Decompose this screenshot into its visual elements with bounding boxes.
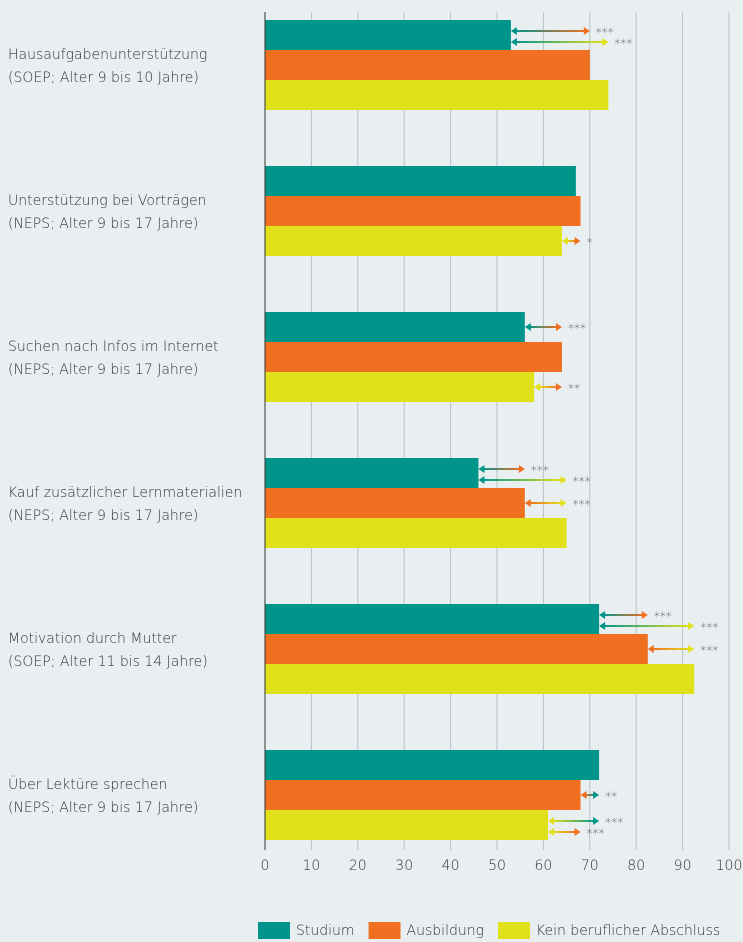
significance-label: *** — [568, 322, 586, 336]
category-note: (NEPS; Alter 9 bis 17 Jahre) — [8, 508, 198, 524]
significance-label: *** — [700, 644, 718, 658]
category-label: Suchen nach Infos im Internet — [8, 339, 219, 355]
significance-label: *** — [587, 827, 605, 841]
legend-label: Kein beruflicher Abschluss — [536, 923, 720, 939]
significance-label: ** — [605, 790, 617, 804]
significance-label: ** — [568, 382, 580, 396]
significance-arrow — [534, 383, 562, 391]
significance-arrow — [561, 237, 581, 245]
legend-swatch — [368, 922, 401, 939]
significance-label: *** — [531, 464, 549, 478]
category-label: Über Lektüre sprechen — [8, 776, 167, 793]
bar — [265, 750, 600, 780]
significance-label: *** — [605, 816, 623, 830]
bar — [265, 780, 581, 810]
legend-label: Ausbildung — [407, 923, 484, 939]
category-label: Hausaufgabenunterstützung — [8, 47, 207, 63]
bar — [265, 80, 609, 110]
category-note: (NEPS; Alter 9 bis 17 Jahre) — [8, 362, 198, 378]
significance-label: *** — [614, 37, 632, 51]
bar — [265, 312, 525, 342]
category-label: Kauf zusätzlicher Lernmaterialien — [8, 485, 242, 501]
significance-arrow — [478, 476, 567, 484]
x-tick-label: 100 — [716, 858, 743, 874]
significance-arrow — [548, 828, 581, 836]
bar — [265, 664, 695, 694]
significance-arrow — [599, 622, 695, 630]
x-tick-label: 50 — [488, 858, 506, 874]
legend-swatch — [498, 922, 530, 939]
significance-label: *** — [573, 498, 591, 512]
x-tick-label: 60 — [534, 858, 552, 874]
significance-label: *** — [700, 621, 718, 635]
x-tick-label: 70 — [581, 858, 599, 874]
significance-label: *** — [654, 610, 672, 624]
bar — [265, 372, 535, 402]
category-label: Unterstützung bei Vorträgen — [8, 193, 206, 209]
category-note: (SOEP; Alter 9 bis 10 Jahre) — [8, 70, 199, 86]
significance-label: * — [587, 236, 593, 250]
bar — [265, 342, 562, 372]
legend-label: Studium — [296, 923, 355, 939]
bar — [265, 634, 648, 664]
bar — [265, 604, 600, 634]
significance-arrow — [580, 791, 600, 799]
significance-arrow — [524, 323, 562, 331]
category-label: Motivation durch Mutter — [8, 631, 177, 647]
significance-arrow — [647, 645, 695, 653]
significance-arrow — [599, 611, 648, 619]
x-tick-label: 30 — [395, 858, 413, 874]
category-note: (NEPS; Alter 9 bis 17 Jahre) — [8, 216, 198, 232]
bar — [265, 20, 511, 50]
bar — [265, 196, 581, 226]
x-tick-label: 40 — [442, 858, 460, 874]
bar — [265, 458, 479, 488]
significance-arrow — [478, 465, 525, 473]
significance-arrow — [524, 499, 567, 507]
significance-arrow — [510, 27, 590, 35]
significance-arrow — [510, 38, 609, 46]
x-tick-label: 80 — [627, 858, 645, 874]
bar — [265, 810, 549, 840]
significance-arrow — [548, 817, 600, 825]
bar — [265, 166, 576, 196]
significance-label: *** — [596, 26, 614, 40]
x-tick-label: 90 — [674, 858, 692, 874]
x-tick-label: 0 — [261, 858, 270, 874]
bar — [265, 518, 567, 548]
x-tick-label: 20 — [349, 858, 367, 874]
category-note: (NEPS; Alter 9 bis 17 Jahre) — [8, 800, 198, 816]
significance-label: *** — [573, 475, 591, 489]
bar — [265, 50, 590, 80]
category-note: (SOEP; Alter 11 bis 14 Jahre) — [8, 654, 208, 670]
x-tick-label: 10 — [302, 858, 320, 874]
bar — [265, 488, 525, 518]
bar — [265, 226, 562, 256]
legend-swatch — [258, 922, 290, 939]
